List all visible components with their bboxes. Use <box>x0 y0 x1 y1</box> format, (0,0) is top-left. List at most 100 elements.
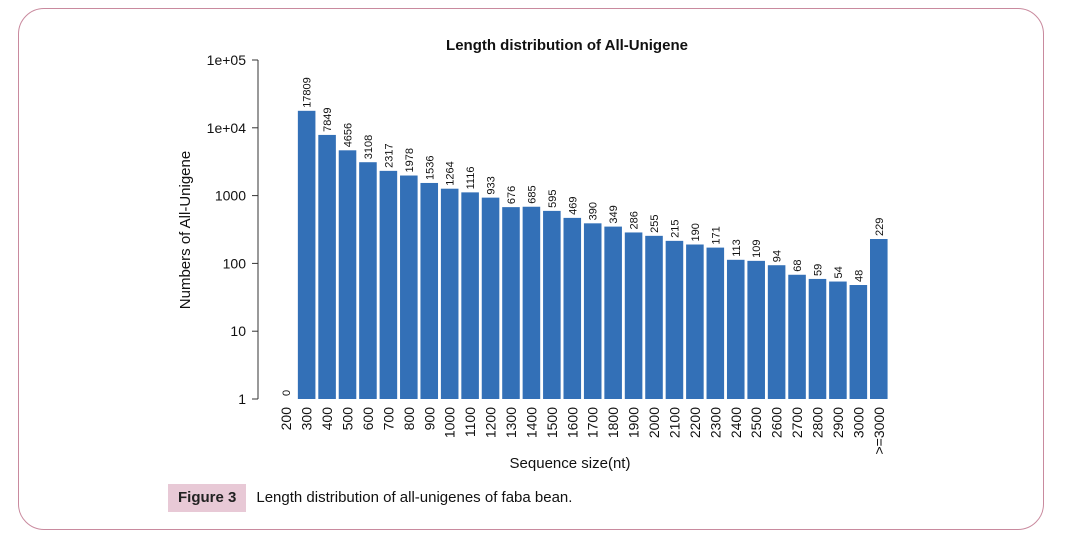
caption-label: Figure 3 <box>168 484 247 512</box>
x-tick-label: 2600 <box>769 407 785 438</box>
x-tick-label: 1200 <box>483 407 499 438</box>
x-tick-label: 1800 <box>605 407 621 438</box>
bar <box>849 285 868 399</box>
x-tick-label: >=3000 <box>871 407 887 455</box>
bar <box>767 265 786 399</box>
x-tick-label: 2100 <box>666 407 682 438</box>
x-tick-label: 1400 <box>523 407 539 438</box>
bar-value-label: 3108 <box>363 135 375 159</box>
bar-value-label: 94 <box>772 250 784 262</box>
x-tick-label: 1100 <box>462 407 478 437</box>
bar <box>706 247 725 399</box>
bar <box>829 281 847 399</box>
bar <box>624 232 643 399</box>
y-tick-label: 1e+04 <box>207 120 247 136</box>
bar-value-label: 215 <box>669 220 681 238</box>
bar <box>400 175 418 399</box>
bar-value-label: 1264 <box>445 161 457 185</box>
bar <box>338 150 357 399</box>
bar-labels: 0 17809 7849 4656 3108 2317 1978 1536 1264 1116 93… <box>281 77 886 396</box>
bar-value-label: 190 <box>690 223 702 241</box>
x-tick-label: 900 <box>421 407 437 431</box>
caption-text: Length distribution of all-unigenes of f… <box>256 489 573 506</box>
x-tick-labels: 200 300 400 500 600 700 800 900 1000 1100 1200 1300… <box>278 407 887 455</box>
x-tick-label: 2500 <box>748 407 764 438</box>
x-tick-label: 2700 <box>789 407 805 438</box>
x-tick-label: 800 <box>401 407 417 431</box>
bar-value-label: 676 <box>506 186 518 204</box>
bar-value-label: 1978 <box>404 148 416 172</box>
bar <box>583 223 602 399</box>
x-tick-label: 1700 <box>585 407 601 438</box>
bar <box>788 274 806 399</box>
bar <box>440 188 459 399</box>
bar-value-label: 17809 <box>302 77 314 108</box>
bar <box>563 217 582 399</box>
bar-value-label: 109 <box>751 240 763 258</box>
x-tick-label: 2900 <box>830 407 846 438</box>
bar-value-label: 4656 <box>343 123 355 147</box>
x-tick-label: 2200 <box>687 407 703 438</box>
y-tick-label: 1e+05 <box>207 52 247 68</box>
x-tick-label: 1300 <box>503 407 519 438</box>
x-tick-label: 2400 <box>728 407 744 438</box>
bar <box>379 170 398 399</box>
bar <box>522 206 541 399</box>
bar-value-label: 54 <box>833 266 845 278</box>
bar-value-label: 113 <box>731 239 743 257</box>
x-tick-label: 400 <box>319 407 335 431</box>
bar-value-label: 469 <box>567 197 579 215</box>
bar-value-label: 390 <box>588 202 600 220</box>
bar-value-label: 349 <box>608 205 620 223</box>
bar <box>726 259 745 399</box>
bar-value-label: 685 <box>526 185 538 203</box>
x-tick-label: 200 <box>278 407 294 431</box>
bar-value-label: 1116 <box>465 167 477 190</box>
bar <box>686 244 704 399</box>
x-tick-label: 2800 <box>809 407 825 438</box>
bar-value-label: 229 <box>874 218 886 236</box>
bar-value-label: 7849 <box>322 107 334 131</box>
bar-value-label: 59 <box>812 264 824 276</box>
bar <box>461 192 479 399</box>
bar <box>604 226 622 399</box>
bar-value-label: 595 <box>547 190 559 208</box>
bar-value-label: 171 <box>710 226 722 244</box>
x-tick-label: 1600 <box>564 407 580 438</box>
bar <box>870 239 888 399</box>
bar <box>318 134 336 399</box>
bar-value-label: 2317 <box>383 143 395 167</box>
bar <box>420 182 439 399</box>
x-tick-label: 600 <box>360 407 376 431</box>
bar <box>665 240 684 399</box>
y-tick-label: 100 <box>223 255 247 271</box>
x-tick-label: 300 <box>299 407 315 431</box>
bar-value-label: 255 <box>649 214 661 232</box>
bar-value-label: 0 <box>281 390 293 396</box>
bar <box>359 162 377 399</box>
bar <box>747 260 765 399</box>
bars <box>297 110 888 399</box>
bar <box>543 210 561 399</box>
bar-value-label: 933 <box>486 176 498 194</box>
y-tick-label: 1000 <box>215 188 246 204</box>
x-tick-label: 1000 <box>442 407 458 438</box>
bar <box>297 110 316 399</box>
x-tick-label: 3000 <box>850 407 866 438</box>
bar <box>502 207 520 399</box>
x-axis-label: Sequence size(nt) <box>510 455 631 472</box>
chart-title: Length distribution of All-Unigene <box>446 37 688 54</box>
bar <box>808 278 827 399</box>
x-tick-label: 700 <box>380 407 396 431</box>
bar-value-label: 68 <box>792 260 804 272</box>
axes: 1 10 100 1000 1e+04 1e+05 <box>207 52 259 407</box>
x-tick-label: 2000 <box>646 407 662 438</box>
x-tick-label: 1900 <box>626 407 642 438</box>
x-tick-label: 2300 <box>707 407 723 438</box>
y-tick-label: 1 <box>238 391 246 407</box>
bar-value-label: 286 <box>629 211 641 229</box>
figure-caption: Figure 3 Length distribution of all-unig… <box>168 484 572 512</box>
x-tick-label: 1500 <box>544 407 560 438</box>
x-tick-label: 500 <box>340 407 356 431</box>
